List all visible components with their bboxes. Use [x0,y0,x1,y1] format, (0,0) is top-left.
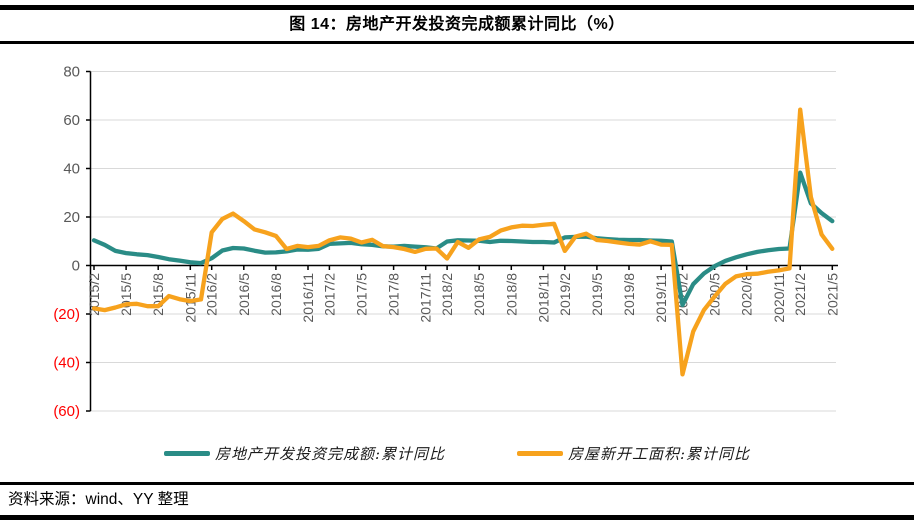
x-axis-label: 2015/5 [118,273,134,316]
x-axis-label: 2018/8 [503,273,519,316]
x-axis-label: 2018/5 [471,273,487,316]
line-chart: 80 60 40 20 0 (20) (40) (60) 2015/2 2015/5 2015/8 2… [53,64,840,421]
x-axis-label: 2019/2 [557,273,573,316]
x-axis-label: 2017/11 [418,273,434,323]
x-axis-label: 2018/2 [439,273,455,316]
x-axis-label: 2018/11 [535,273,551,323]
series-line-1 [91,107,835,377]
y-axis-label: 60 [63,112,80,129]
x-axis-label: 2019/5 [589,273,605,316]
x-axis-label: 2020/11 [771,273,787,323]
legend-swatch-teal [163,450,210,456]
y-axis-label: (60) [53,403,80,420]
legend-label: 房屋新开工面积:累计同比 [568,444,751,463]
chart-title: 图 14：房地产开发投资完成额累计同比（%） [289,16,625,33]
x-axis-label: 2015/8 [150,273,166,316]
y-axis-label: (20) [53,306,80,323]
x-axis-label: 2016/2 [204,273,220,316]
series-line-0 [91,170,835,308]
top-rule [0,5,914,10]
x-axis-label: 2017/5 [354,273,370,316]
x-axis-label: 2021/5 [824,273,840,316]
x-axis-label: 2019/11 [653,273,669,323]
y-axis-label: 80 [63,64,80,81]
data-source-note: 资料来源：wind、YY 整理 [8,491,189,508]
legend-swatch-orange [517,450,563,456]
legend-item-new-starts: 房屋新开工面积:累计同比 [517,443,750,464]
y-axis-label: 0 [72,258,80,275]
footer-bottom-rule [0,515,914,520]
x-axis-label: 2019/8 [621,273,637,316]
chart-legend: 房地产开发投资完成额:累计同比 房屋新开工面积:累计同比 [0,440,914,466]
x-axis-label: 2015/2 [86,273,102,316]
y-axis-label: (40) [53,355,80,372]
x-axis-label: 2015/11 [182,273,198,323]
x-axis-label: 2016/5 [236,273,252,316]
footer-top-rule [0,482,914,485]
legend-item-investment: 房地产开发投资完成额:累计同比 [163,443,445,464]
x-axis-label: 2017/2 [321,273,337,316]
x-axis-label: 2016/11 [300,273,316,323]
x-axis-label: 2021/2 [792,273,808,316]
x-axis-label: 2017/8 [386,273,402,316]
legend-label: 房地产开发投资完成额:累计同比 [214,444,445,463]
y-axis-label: 40 [63,161,80,178]
y-axis-label: 20 [63,209,80,226]
x-axis-label: 2016/8 [268,273,284,316]
title-underline-rule [0,41,914,44]
x-axis-label: 2020/8 [739,273,755,316]
